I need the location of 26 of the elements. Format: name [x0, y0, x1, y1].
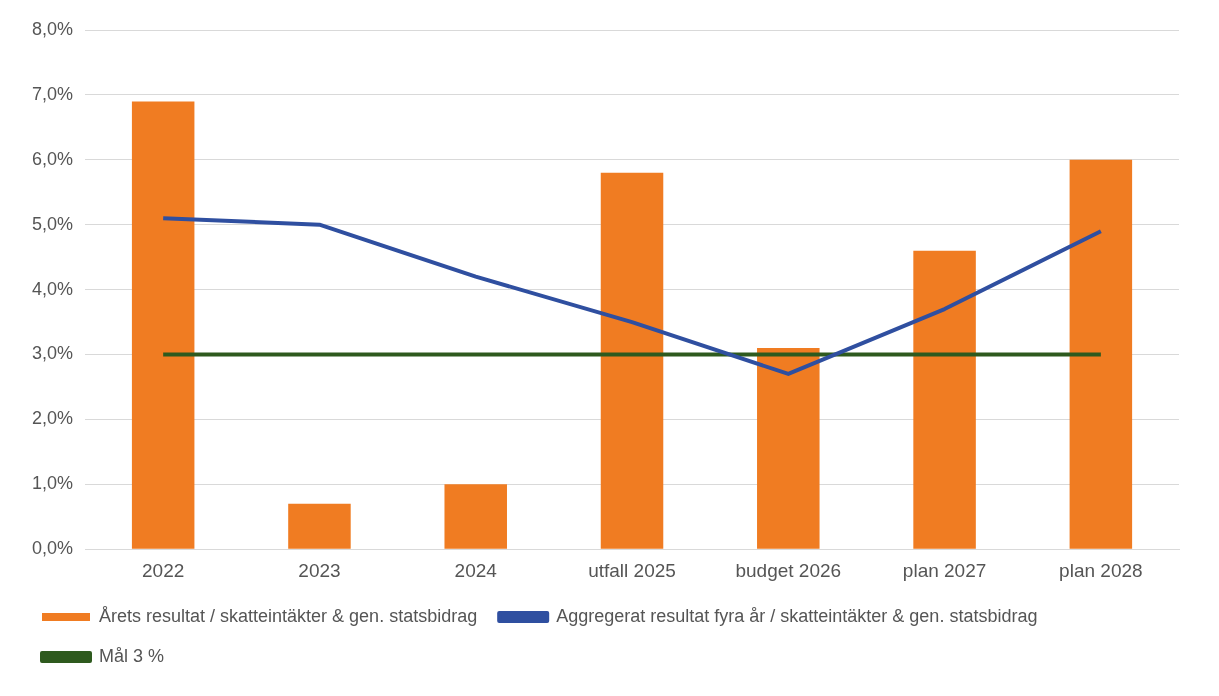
- y-tick-label: 3,0%: [32, 343, 74, 364]
- y-tick-label: 2,0%: [32, 408, 74, 429]
- bar: [444, 484, 507, 549]
- y-tick-label: 4,0%: [32, 278, 74, 299]
- bar: [131, 101, 195, 549]
- y-tick-label: 5,0%: [32, 213, 74, 234]
- y-tick-label: 7,0%: [32, 83, 74, 104]
- legend-label: Aggregerat resultat fyra år / skatteintäkter & gen. statsbidrag: [556, 605, 1038, 626]
- x-tick-label: utfall 2025: [588, 559, 676, 581]
- x-tick-label: plan 2028: [1059, 559, 1143, 581]
- legend-label: Årets resultat / skatteintäkter & gen. statsbidrag: [99, 605, 478, 626]
- bar: [288, 503, 351, 549]
- bar: [600, 172, 664, 549]
- y-tick-label: 0,0%: [32, 538, 74, 559]
- x-tick-label: 2022: [142, 559, 185, 581]
- bar: [757, 348, 820, 549]
- y-tick-label: 8,0%: [32, 18, 74, 39]
- x-tick-label: budget 2026: [735, 559, 842, 581]
- bar: [913, 250, 976, 549]
- x-tick-label: plan 2027: [902, 559, 987, 581]
- x-tick-label: 2024: [454, 559, 498, 581]
- y-tick-label: 6,0%: [32, 148, 74, 169]
- x-tick-label: 2023: [298, 559, 341, 581]
- y-tick-label: 1,0%: [32, 473, 74, 494]
- bar: [1069, 159, 1133, 549]
- legend-label: Mål 3 %: [99, 645, 165, 666]
